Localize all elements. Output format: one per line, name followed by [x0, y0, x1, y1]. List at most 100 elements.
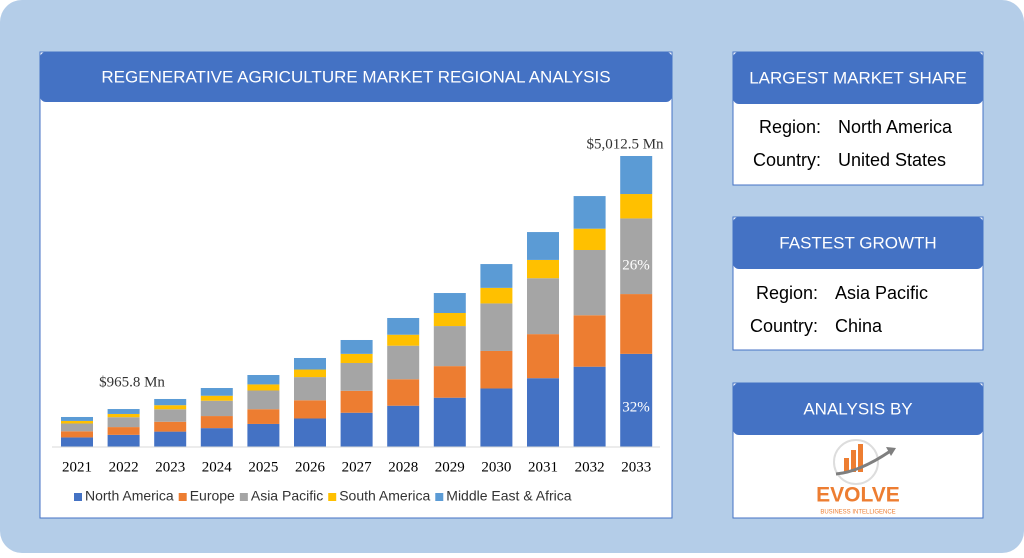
panel-label: Country: — [750, 316, 818, 336]
panel-label: Country: — [753, 150, 821, 170]
panel-value: China — [835, 316, 883, 336]
bar-segment — [294, 369, 326, 378]
x-tick-label: 2024 — [202, 459, 233, 475]
legend-swatch — [328, 493, 337, 501]
bar-segment — [433, 397, 466, 447]
bar-segment — [154, 405, 187, 410]
legend-label: Middle East & Africa — [446, 488, 571, 504]
panel-title: ANALYSIS BY — [803, 399, 912, 418]
x-tick-label: 2031 — [528, 459, 558, 475]
bar-segment — [433, 366, 466, 398]
bar-segment — [340, 353, 373, 363]
logo-icon — [833, 439, 896, 485]
bar-segment — [620, 353, 653, 447]
panel: FASTEST GROWTH Region: Asia Pacific Coun… — [732, 216, 984, 351]
legend-swatch — [178, 493, 187, 501]
bar-segment — [387, 379, 420, 406]
bar-segment — [527, 378, 559, 447]
x-tick-label: 2022 — [109, 459, 139, 475]
legend-label: Asia Pacific — [251, 488, 323, 504]
x-tick-label: 2030 — [481, 459, 511, 475]
x-tick-label: 2023 — [155, 459, 185, 475]
x-tick-label: 2025 — [248, 459, 278, 475]
bar-segment — [107, 434, 140, 447]
bar-segment — [480, 388, 513, 447]
bar-segment — [573, 250, 606, 316]
legend-label: South America — [339, 488, 430, 504]
bar-segment — [200, 388, 233, 396]
panel: ANALYSIS BY EVOLVE BUSINESS INTELLIGENCE — [732, 382, 984, 519]
bar-segment — [61, 431, 93, 438]
bar-segment — [61, 420, 93, 424]
bar-segment — [107, 409, 140, 414]
bar-segment — [107, 417, 140, 428]
bar-segment — [294, 357, 326, 370]
bar-segment — [200, 395, 233, 401]
legend-swatch — [74, 493, 82, 501]
bar-segment — [527, 278, 559, 335]
bar-segment — [573, 228, 606, 251]
bar-segment — [573, 196, 606, 229]
bar-segment — [573, 315, 606, 367]
x-tick-label: 2027 — [342, 459, 373, 475]
legend-label: Europe — [190, 488, 235, 504]
bar-segment — [620, 194, 653, 219]
bar-segment — [154, 398, 187, 406]
panel-label: Region: — [756, 283, 818, 303]
bar-segment — [247, 384, 280, 391]
bar-segment — [154, 409, 187, 422]
bar-segment — [247, 409, 280, 424]
bar-segment — [527, 232, 559, 260]
legend-swatch — [435, 493, 444, 501]
bar-segment — [480, 350, 513, 389]
bar-segment — [527, 259, 559, 279]
bar-segment — [247, 423, 280, 447]
x-tick-label: 2033 — [621, 459, 651, 475]
logo-name: EVOLVE — [816, 484, 900, 507]
panel-title: LARGEST MARKET SHARE — [749, 68, 967, 87]
bar-segment — [154, 421, 187, 432]
bar-segment — [620, 156, 653, 195]
bar-segment — [480, 287, 513, 304]
bar-segment — [200, 400, 233, 417]
x-tick-label: 2021 — [62, 459, 92, 475]
x-tick-label: 2028 — [388, 459, 418, 475]
bar-segment — [527, 334, 559, 379]
annotation: $5,012.5 Mn — [586, 136, 664, 152]
chart-header — [40, 52, 672, 102]
bar-segment — [340, 339, 373, 354]
bar-segment — [294, 377, 326, 401]
panel-label: Region: — [759, 117, 821, 137]
x-tick-label: 2026 — [295, 459, 326, 475]
annotation: $965.8 Mn — [99, 374, 165, 390]
annotation: 26% — [622, 257, 650, 273]
bar-segment — [620, 218, 653, 295]
bar-segment — [573, 366, 606, 447]
bar-segment — [620, 294, 653, 354]
bar-segment — [433, 312, 466, 327]
bar-segment — [247, 375, 280, 385]
bar-segment — [387, 317, 420, 335]
panel-value: Asia Pacific — [835, 283, 928, 303]
bar-segment — [387, 345, 420, 380]
legend-label: North America — [85, 488, 174, 504]
bar-segment — [200, 428, 233, 447]
bar-segment — [433, 326, 466, 367]
bar-segment — [200, 416, 233, 429]
logo-tagline: BUSINESS INTELLIGENCE — [820, 510, 895, 516]
bar-segment — [340, 390, 373, 413]
panel-title: FASTEST GROWTH — [779, 233, 936, 252]
bar-segment — [247, 390, 280, 410]
bar-segment — [387, 334, 420, 346]
bar-segment — [154, 431, 187, 447]
x-tick-label: 2029 — [435, 459, 465, 475]
chart-title: REGENERATIVE AGRICULTURE MARKET REGIONAL… — [101, 67, 610, 86]
x-tick-label: 2032 — [575, 459, 605, 475]
bar-segment — [340, 412, 373, 447]
bar-segment — [107, 413, 140, 418]
bar-segment — [107, 427, 140, 435]
bar-segment — [480, 303, 513, 351]
bar-segment — [294, 400, 326, 419]
panel: LARGEST MARKET SHARE Region: North Ameri… — [732, 51, 984, 186]
